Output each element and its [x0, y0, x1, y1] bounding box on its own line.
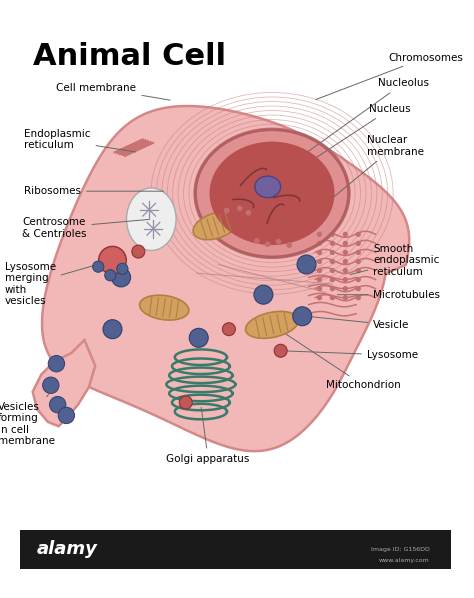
Circle shape: [318, 233, 321, 236]
Circle shape: [343, 233, 347, 236]
Circle shape: [255, 239, 259, 243]
Circle shape: [343, 251, 347, 254]
Circle shape: [330, 251, 334, 254]
Circle shape: [356, 242, 360, 245]
Text: Golgi apparatus: Golgi apparatus: [166, 407, 250, 463]
Circle shape: [318, 251, 321, 254]
Circle shape: [343, 260, 347, 264]
Circle shape: [92, 261, 104, 272]
Circle shape: [330, 269, 334, 273]
Polygon shape: [42, 106, 409, 451]
Circle shape: [356, 269, 360, 273]
Ellipse shape: [246, 312, 299, 338]
Circle shape: [105, 270, 116, 281]
Circle shape: [356, 233, 360, 236]
Circle shape: [343, 242, 347, 245]
Circle shape: [117, 263, 128, 274]
Polygon shape: [33, 340, 95, 426]
Text: Vesicle: Vesicle: [310, 316, 410, 330]
Ellipse shape: [210, 142, 335, 245]
Circle shape: [356, 260, 360, 264]
Circle shape: [265, 242, 270, 246]
Circle shape: [179, 396, 192, 409]
Bar: [20, 530, 451, 569]
Circle shape: [330, 277, 334, 282]
Text: Smooth
endoplasmic
reticulum: Smooth endoplasmic reticulum: [350, 243, 440, 277]
Circle shape: [330, 233, 334, 236]
Circle shape: [343, 286, 347, 291]
Circle shape: [318, 260, 321, 264]
Circle shape: [318, 269, 321, 273]
Circle shape: [276, 239, 281, 244]
Circle shape: [246, 210, 250, 215]
Ellipse shape: [194, 129, 350, 258]
Circle shape: [43, 377, 59, 393]
Circle shape: [318, 277, 321, 282]
Text: www.alamy.com: www.alamy.com: [379, 559, 429, 563]
Circle shape: [343, 296, 347, 300]
Text: Microtubules: Microtubules: [337, 289, 440, 300]
Circle shape: [318, 296, 321, 300]
Ellipse shape: [255, 176, 281, 198]
Circle shape: [237, 206, 242, 210]
Text: Cell membrane: Cell membrane: [56, 83, 170, 100]
Text: Lysosome
merging
with
vesicles: Lysosome merging with vesicles: [5, 261, 110, 306]
Text: alamy: alamy: [37, 540, 98, 558]
Text: Nucleus: Nucleus: [307, 104, 410, 164]
Circle shape: [132, 245, 145, 258]
Text: Image ID: G156DD: Image ID: G156DD: [371, 547, 429, 551]
Circle shape: [222, 323, 236, 335]
Circle shape: [293, 307, 312, 326]
Circle shape: [49, 396, 66, 413]
Circle shape: [356, 296, 360, 300]
Circle shape: [330, 242, 334, 245]
Circle shape: [356, 286, 360, 291]
Circle shape: [287, 243, 292, 247]
Text: Endoplasmic
reticulum: Endoplasmic reticulum: [24, 129, 136, 152]
Circle shape: [297, 255, 316, 274]
Ellipse shape: [140, 295, 189, 320]
Circle shape: [318, 242, 321, 245]
Circle shape: [356, 251, 360, 254]
Circle shape: [58, 407, 74, 423]
Ellipse shape: [127, 188, 176, 251]
Circle shape: [343, 277, 347, 282]
Circle shape: [111, 268, 130, 287]
Text: Chromosomes: Chromosomes: [316, 53, 464, 100]
Circle shape: [330, 260, 334, 264]
Circle shape: [254, 285, 273, 304]
Circle shape: [225, 209, 229, 213]
Text: Nuclear
membrane: Nuclear membrane: [332, 135, 424, 198]
Ellipse shape: [193, 212, 239, 240]
Text: Mitochondrion: Mitochondrion: [274, 327, 401, 390]
Circle shape: [274, 344, 287, 357]
Circle shape: [48, 355, 64, 372]
Circle shape: [356, 277, 360, 282]
Text: Lysosome: Lysosome: [283, 350, 418, 360]
Circle shape: [189, 328, 208, 347]
Text: Animal Cell: Animal Cell: [33, 42, 226, 71]
Text: Vesicles
forming
in cell
membrane: Vesicles forming in cell membrane: [0, 388, 55, 447]
Circle shape: [343, 269, 347, 273]
Text: Nucleolus: Nucleolus: [270, 78, 428, 179]
Circle shape: [99, 246, 126, 274]
Circle shape: [330, 296, 334, 300]
Text: Centrosome
& Centrioles: Centrosome & Centrioles: [22, 217, 148, 239]
Circle shape: [318, 286, 321, 291]
Text: Ribosomes: Ribosomes: [24, 186, 164, 196]
Circle shape: [330, 286, 334, 291]
Circle shape: [103, 320, 122, 338]
